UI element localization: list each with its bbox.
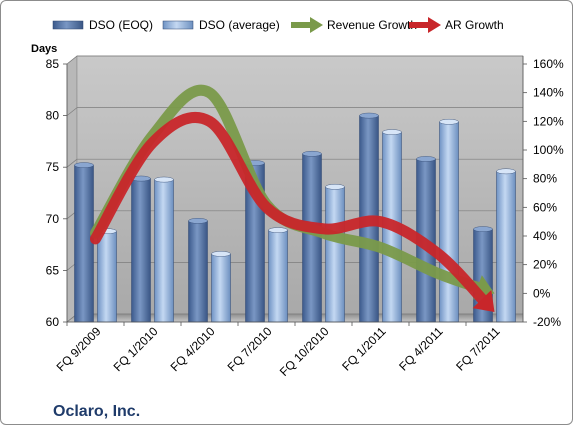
x-tick-label: FQ 9/2009 xyxy=(54,324,104,374)
x-axis-ticks: FQ 9/2009 FQ 1/2010 FQ 4/2010 FQ 7/2010 FQ 1… xyxy=(54,322,503,379)
bar-dso-average xyxy=(154,176,174,323)
bar-top xyxy=(188,218,208,224)
y-axis-title: Days xyxy=(31,43,57,55)
legend-label: AR Growth xyxy=(445,18,504,32)
y2-tick-label: 140% xyxy=(533,86,564,100)
y2-tick-label: 0% xyxy=(533,286,551,300)
legend-swatch xyxy=(52,20,84,30)
growth-lines xyxy=(90,84,495,312)
y2-tick-label: 80% xyxy=(533,172,557,186)
bar-dso-eoq xyxy=(188,218,208,323)
y2-tick-label: 40% xyxy=(533,229,557,243)
x-tick-label: FQ 7/2011 xyxy=(453,324,503,374)
y-tick-label: 85 xyxy=(46,57,60,71)
line-arrowhead xyxy=(472,289,495,312)
x-tick-label: FQ 4/2010 xyxy=(168,324,218,374)
bar-dso-average xyxy=(97,228,117,323)
company-name: Oclaro, Inc. xyxy=(53,403,140,420)
y2-tick-label: 100% xyxy=(533,143,564,157)
y-tick-label: 70 xyxy=(46,212,60,226)
x-tick-label: FQ 4/2011 xyxy=(396,324,446,374)
y-tick-label: 80 xyxy=(46,109,60,123)
y-tick-label: 60 xyxy=(46,315,60,329)
legend-label: Revenue Growth xyxy=(327,18,417,32)
bar-dso-eoq xyxy=(131,175,151,323)
bar-top xyxy=(74,162,94,168)
gridline-side xyxy=(66,55,78,65)
bar-top xyxy=(382,129,402,135)
bar-front xyxy=(211,253,231,323)
bar-top xyxy=(416,156,436,162)
y2-tick-label: 160% xyxy=(533,57,564,71)
y-axis-ticks: 60 65 70 75 80 85 xyxy=(46,57,67,329)
y2-axis-ticks: -20% 0% 20% 40% 60% 80% 100% 120% 140% 160% xyxy=(523,57,564,329)
bar-dso-average xyxy=(496,168,516,323)
line-ar-growth xyxy=(90,111,495,312)
y2-tick-label: 20% xyxy=(533,258,557,272)
gridline-side xyxy=(66,158,78,168)
bar-top xyxy=(359,112,379,119)
y2-tick-label: -20% xyxy=(533,315,561,329)
bar-front xyxy=(188,220,208,323)
bar-top xyxy=(302,150,322,157)
bar-front xyxy=(325,186,345,323)
bar-top xyxy=(325,184,345,190)
bar-top xyxy=(154,176,174,183)
bar-top xyxy=(211,251,231,257)
bar-top xyxy=(439,118,459,125)
bar-front xyxy=(154,179,174,323)
legend: DSO (EOQ) DSO (average) Revenue Growth AR G… xyxy=(52,17,504,33)
gridline-side xyxy=(66,107,78,116)
x-tick-label: FQ 10/2010 xyxy=(277,324,332,379)
bar-dso-average xyxy=(211,251,231,323)
legend-item-ar-growth: AR Growth xyxy=(409,17,504,33)
bar-top xyxy=(268,227,288,233)
y-tick-label: 75 xyxy=(46,160,60,174)
bar-top xyxy=(473,226,493,232)
bar-front xyxy=(439,121,459,323)
bar-dso-average xyxy=(439,118,459,323)
legend-swatch xyxy=(162,20,194,30)
bar-front xyxy=(97,230,117,323)
legend-arrowhead xyxy=(428,17,441,33)
line-ribbon xyxy=(90,111,491,308)
y2-tick-label: 60% xyxy=(533,200,557,214)
bar-dso-eoq xyxy=(74,162,94,323)
bar-dso-average xyxy=(268,227,288,323)
legend-label: DSO (EOQ) xyxy=(89,18,153,32)
legend-arrowhead xyxy=(310,17,323,33)
x-tick-label: FQ 1/2011 xyxy=(339,324,389,374)
bar-front xyxy=(131,178,151,323)
bar-top xyxy=(496,168,516,175)
bar-front xyxy=(74,164,94,323)
legend-item-dso-eoq-: DSO (EOQ) xyxy=(52,18,153,32)
y-tick-label: 65 xyxy=(46,263,60,277)
legend-item-revenue-growth: Revenue Growth xyxy=(291,17,417,33)
bar-front xyxy=(496,171,516,323)
bar-dso-average xyxy=(325,184,345,323)
legend-item-dso-average-: DSO (average) xyxy=(162,18,280,32)
y2-tick-label: 120% xyxy=(533,114,564,128)
legend-label: DSO (average) xyxy=(199,18,280,32)
bar-front xyxy=(268,229,288,323)
bar-front xyxy=(302,153,322,323)
x-tick-label: FQ 1/2010 xyxy=(111,324,161,374)
x-tick-label: FQ 7/2010 xyxy=(225,324,275,374)
